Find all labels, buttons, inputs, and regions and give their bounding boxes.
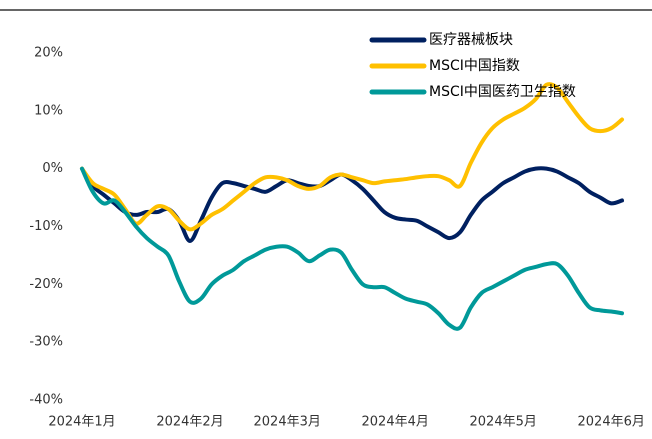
series-line (80, 82, 624, 232)
legend-label: MSCI中国医药卫生指数 (429, 84, 576, 100)
legend-label: MSCI中国指数 (429, 58, 520, 74)
y-tick-label: -30% (29, 335, 63, 350)
legend-label: 医疗器械板块 (429, 32, 513, 48)
y-tick-label: 0% (42, 161, 63, 176)
y-tick-label: -10% (29, 219, 63, 234)
x-tick-label: 2024年2月 (156, 415, 223, 430)
y-tick-label: -20% (29, 277, 63, 292)
y-tick-label: 10% (34, 103, 63, 118)
y-tick-label: 20% (34, 46, 63, 61)
series-line (80, 166, 624, 331)
y-tick-label: -40% (29, 393, 63, 408)
x-tick-label: 2024年4月 (362, 415, 429, 430)
x-tick-label: 2024年5月 (470, 415, 537, 430)
x-tick-label: 2024年1月 (48, 415, 115, 430)
x-tick-label: 2024年3月 (254, 415, 321, 430)
x-tick-label: 2024年6月 (578, 415, 645, 430)
